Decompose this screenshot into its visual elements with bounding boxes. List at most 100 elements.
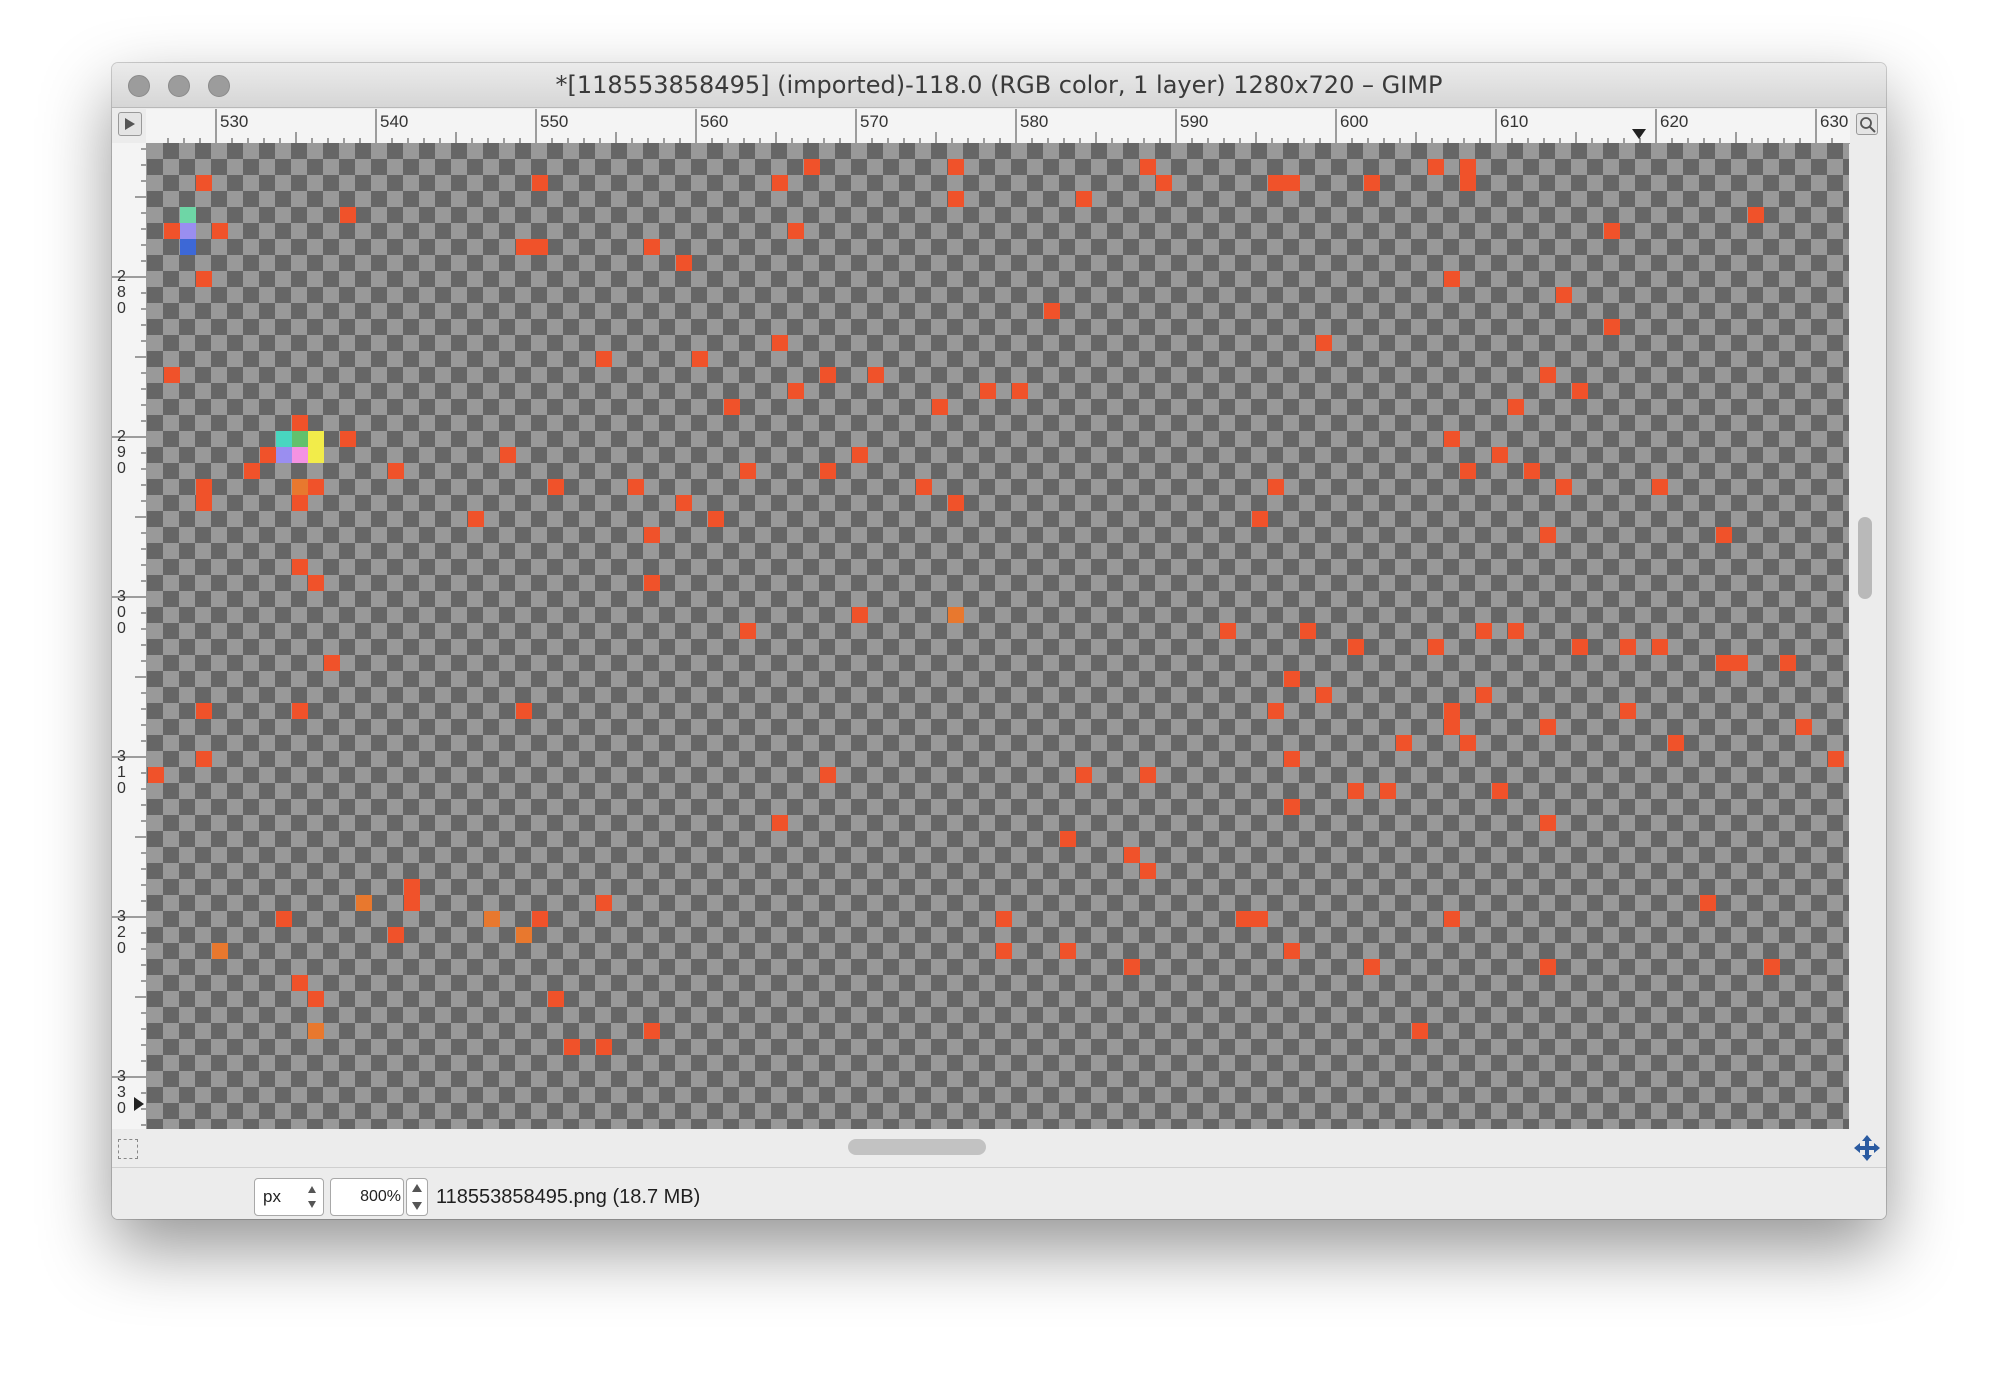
colored-pixel [308, 447, 324, 463]
opaque-pixel [1476, 623, 1492, 639]
opaque-pixel [548, 991, 564, 1007]
opaque-pixel [724, 399, 740, 415]
opaque-pixel [1076, 767, 1092, 783]
opaque-pixel [948, 495, 964, 511]
opaque-pixel [1444, 431, 1460, 447]
opaque-pixel [164, 223, 180, 239]
opaque-pixel [1668, 735, 1684, 751]
minimize-button[interactable] [168, 75, 190, 97]
close-button[interactable] [128, 75, 150, 97]
horizontal-ruler-ticks: 530 540 550 560 570 580 590 600 610 620 630 [167, 109, 1848, 143]
image-canvas[interactable] [147, 143, 1849, 1129]
opaque-pixel [932, 399, 948, 415]
pointer-marker [1632, 129, 1646, 139]
opaque-pixel [1140, 767, 1156, 783]
zoom-spinner[interactable] [406, 1178, 428, 1216]
horizontal-scrollbar-thumb[interactable] [848, 1139, 986, 1155]
opaque-pixel [292, 975, 308, 991]
opaque-pixel [1476, 687, 1492, 703]
opaque-pixel [196, 271, 212, 287]
opaque-pixel [1348, 783, 1364, 799]
opaque-pixel [1572, 639, 1588, 655]
opaque-pixel [1268, 479, 1284, 495]
opaque-pixel [1540, 959, 1556, 975]
opaque-pixel [708, 511, 724, 527]
opaque-pixel [1316, 335, 1332, 351]
image-menu-button[interactable] [118, 112, 142, 136]
opaque-pixel [1284, 751, 1300, 767]
spinner-arrows-icon [412, 1184, 422, 1210]
opaque-pixel [500, 447, 516, 463]
quick-mask-toggle[interactable] [118, 1139, 138, 1159]
h-ruler-label: 590 [1180, 112, 1208, 131]
opaque-pixel [1396, 735, 1412, 751]
opaque-pixel [404, 895, 420, 911]
opaque-pixel [292, 495, 308, 511]
opaque-pixel [1604, 319, 1620, 335]
magnifier-icon [1860, 117, 1876, 133]
opaque-pixel [1268, 703, 1284, 719]
opaque-pixel [196, 495, 212, 511]
colored-pixel [276, 447, 292, 463]
opaque-pixel [1460, 175, 1476, 191]
opaque-pixel [948, 607, 964, 623]
opaque-pixel [644, 1023, 660, 1039]
title-bar: *[118553858495] (imported)-118.0 (RGB co… [112, 63, 1886, 108]
opaque-pixel [1780, 655, 1796, 671]
opaque-pixel [1252, 911, 1268, 927]
vertical-scrollbar[interactable] [1850, 143, 1886, 1129]
opaque-pixel [1764, 959, 1780, 975]
opaque-pixel [1364, 175, 1380, 191]
opaque-pixel [292, 559, 308, 575]
window-title: *[118553858495] (imported)-118.0 (RGB co… [555, 71, 1443, 99]
opaque-pixel [1572, 383, 1588, 399]
vertical-scrollbar-thumb[interactable] [1858, 517, 1872, 599]
zoom-window-button[interactable] [208, 75, 230, 97]
opaque-pixel [196, 479, 212, 495]
opaque-pixel [1828, 751, 1844, 767]
pixel-layer [148, 159, 1844, 1055]
opaque-pixel [1524, 463, 1540, 479]
opaque-pixel [340, 431, 356, 447]
opaque-pixel [1540, 367, 1556, 383]
opaque-pixel [596, 351, 612, 367]
zoom-level-field[interactable]: 800% [330, 1178, 404, 1216]
opaque-pixel [1444, 271, 1460, 287]
opaque-pixel [980, 383, 996, 399]
opaque-pixel [388, 463, 404, 479]
opaque-pixel [532, 239, 548, 255]
zoom-image-button[interactable] [1856, 113, 1878, 135]
opaque-pixel [1284, 943, 1300, 959]
opaque-pixel [644, 575, 660, 591]
opaque-pixel [1492, 783, 1508, 799]
opaque-pixel [1348, 639, 1364, 655]
opaque-pixel [1460, 735, 1476, 751]
opaque-pixel [516, 703, 532, 719]
pointer-marker [134, 1097, 144, 1111]
opaque-pixel [1140, 159, 1156, 175]
opaque-pixel [260, 447, 276, 463]
unit-selector[interactable]: px [254, 1178, 324, 1216]
opaque-pixel [1540, 719, 1556, 735]
horizontal-ruler[interactable]: 530 540 550 560 570 580 590 600 610 620 630 [146, 109, 1850, 144]
opaque-pixel [1748, 207, 1764, 223]
opaque-pixel [1652, 479, 1668, 495]
opaque-pixel [308, 991, 324, 1007]
opaque-pixel [1012, 383, 1028, 399]
opaque-pixel [1460, 159, 1476, 175]
opaque-pixel [1716, 655, 1732, 671]
opaque-pixel [276, 911, 292, 927]
h-ruler-label: 550 [540, 112, 568, 131]
navigate-icon[interactable] [1852, 1133, 1882, 1163]
opaque-pixel [1492, 447, 1508, 463]
opaque-pixel [1044, 303, 1060, 319]
opaque-pixel [772, 335, 788, 351]
opaque-pixel [1652, 639, 1668, 655]
opaque-pixel [596, 1039, 612, 1055]
colored-pixel [292, 431, 308, 447]
opaque-pixel [948, 159, 964, 175]
